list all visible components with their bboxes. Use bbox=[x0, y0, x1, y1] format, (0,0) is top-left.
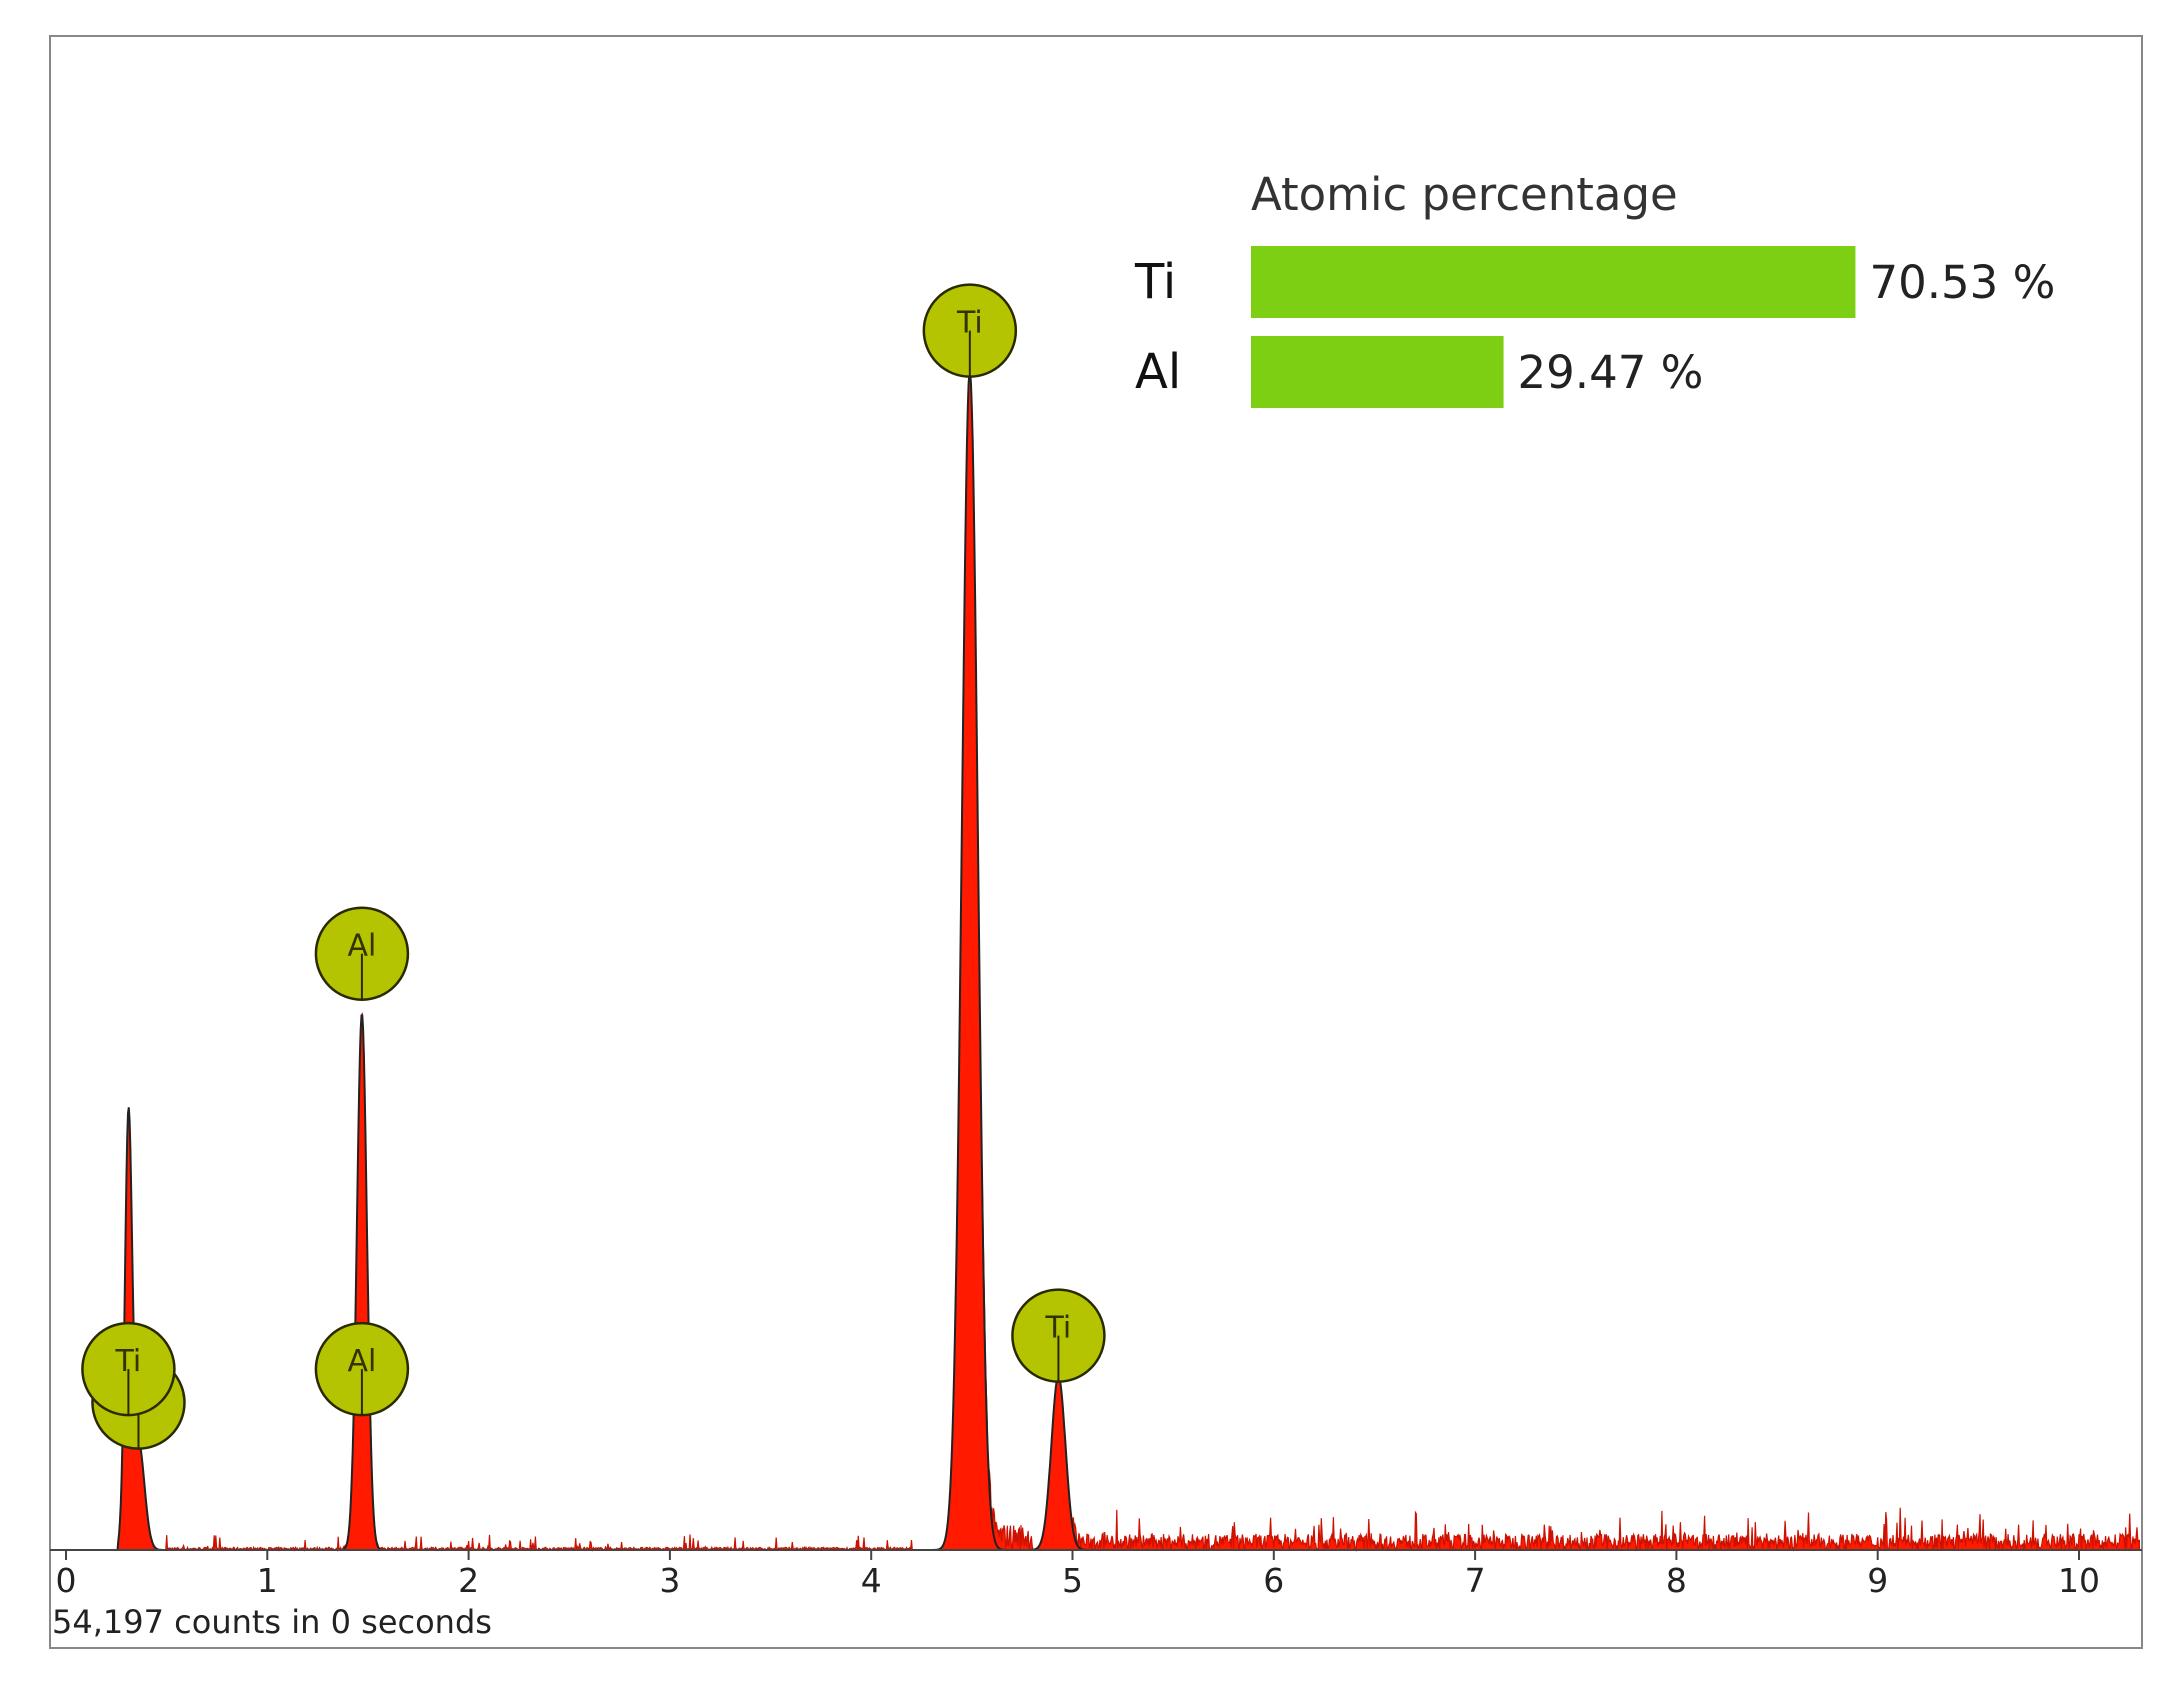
x-tick-label: 5 bbox=[1062, 1561, 1083, 1600]
atomic-percentage-bar bbox=[1251, 246, 1856, 318]
element-marker: Ti bbox=[81, 1321, 176, 1417]
x-tick-label: 7 bbox=[1465, 1561, 1486, 1600]
atomic-percentage-panel: Atomic percentage Ti 70.53 % Al 29.47 % bbox=[1134, 168, 2055, 408]
atomic-percentage-value: 29.47 % bbox=[1518, 346, 1704, 399]
atomic-percentage-element: Ti bbox=[1134, 254, 1176, 310]
element-marker-label: Ti bbox=[1045, 1311, 1072, 1346]
atomic-percentage-title: Atomic percentage bbox=[1251, 168, 1678, 221]
x-tick-label: 4 bbox=[861, 1561, 882, 1600]
atomic-percentage-value: 70.53 % bbox=[1869, 256, 2055, 309]
x-tick-label: 6 bbox=[1263, 1561, 1284, 1600]
atomic-percentage-bar bbox=[1251, 336, 1504, 408]
x-axis: 0 1 2 3 4 5 6 7 8 9 10 bbox=[50, 1549, 2142, 1600]
x-tick-label: 2 bbox=[458, 1561, 479, 1600]
element-marker: Ti bbox=[1011, 1288, 1106, 1383]
element-marker-label: Al bbox=[347, 1344, 376, 1379]
atomic-percentage-element: Al bbox=[1135, 344, 1181, 400]
x-tick-label: 9 bbox=[1867, 1561, 1888, 1600]
element-marker-label: Ti bbox=[115, 1344, 142, 1379]
counts-footer: 54,197 counts in 0 seconds bbox=[52, 1603, 492, 1641]
x-tick-label: 10 bbox=[2058, 1561, 2100, 1600]
element-marker-label: Al bbox=[347, 929, 376, 964]
element-marker: Al bbox=[314, 1321, 410, 1417]
x-tick-label: 3 bbox=[659, 1561, 680, 1600]
x-tick-label: 8 bbox=[1666, 1561, 1687, 1600]
element-marker-label: Ti bbox=[956, 306, 983, 341]
element-markers: TiTiAlAlTiTi bbox=[81, 283, 1106, 1450]
x-tick-label: 0 bbox=[56, 1561, 77, 1600]
element-marker: Ti bbox=[922, 283, 1018, 378]
spectrum-series bbox=[66, 371, 2140, 1553]
x-tick-label: 1 bbox=[257, 1561, 278, 1600]
element-marker: Al bbox=[314, 906, 410, 1001]
